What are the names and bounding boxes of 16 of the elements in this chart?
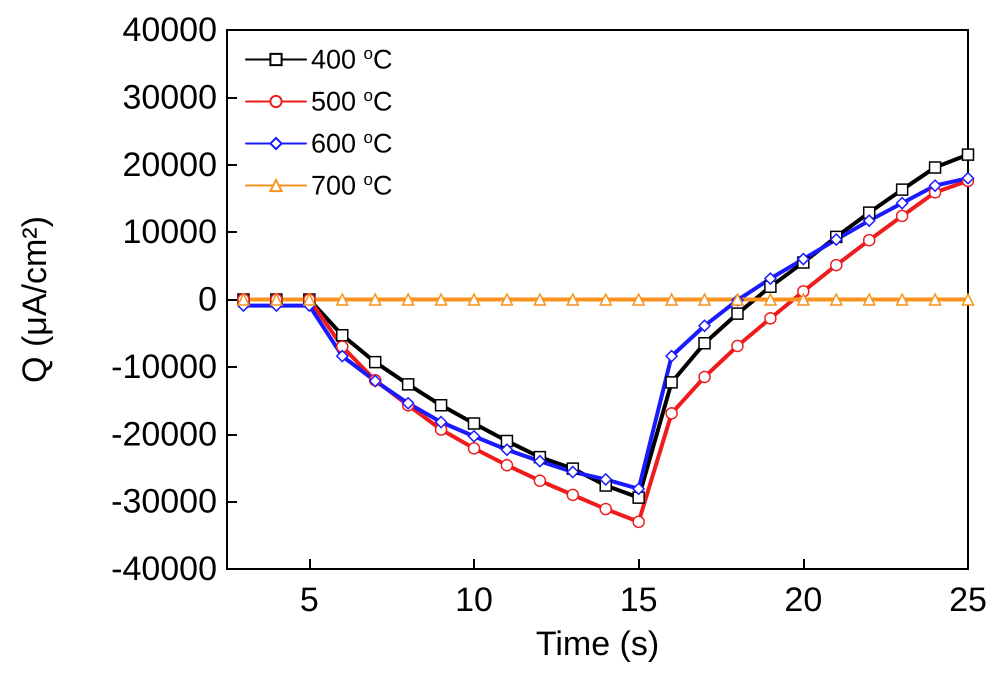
x-tick-label: 10 bbox=[455, 581, 493, 619]
y-tick-label: -30000 bbox=[111, 482, 217, 521]
x-tick-label: 20 bbox=[784, 581, 822, 619]
y-tick-label: 40000 bbox=[122, 11, 217, 49]
x-axis-title: Time (s) bbox=[536, 625, 660, 663]
y-tick-label: -20000 bbox=[111, 415, 217, 454]
y-tick-label: -10000 bbox=[111, 348, 217, 386]
y-axis-title: Q (μA/cm²) bbox=[16, 216, 54, 383]
x-tick-label: 5 bbox=[300, 581, 319, 619]
y-tick-label: 0 bbox=[198, 280, 217, 318]
y-tick-label: -40000 bbox=[111, 550, 217, 588]
y-tick-label: 30000 bbox=[122, 78, 217, 116]
x-tick-label: 15 bbox=[620, 581, 658, 619]
y-tick-label: 10000 bbox=[122, 213, 217, 252]
y-tick-label: 20000 bbox=[122, 146, 217, 184]
x-tick-label: 25 bbox=[949, 581, 987, 619]
